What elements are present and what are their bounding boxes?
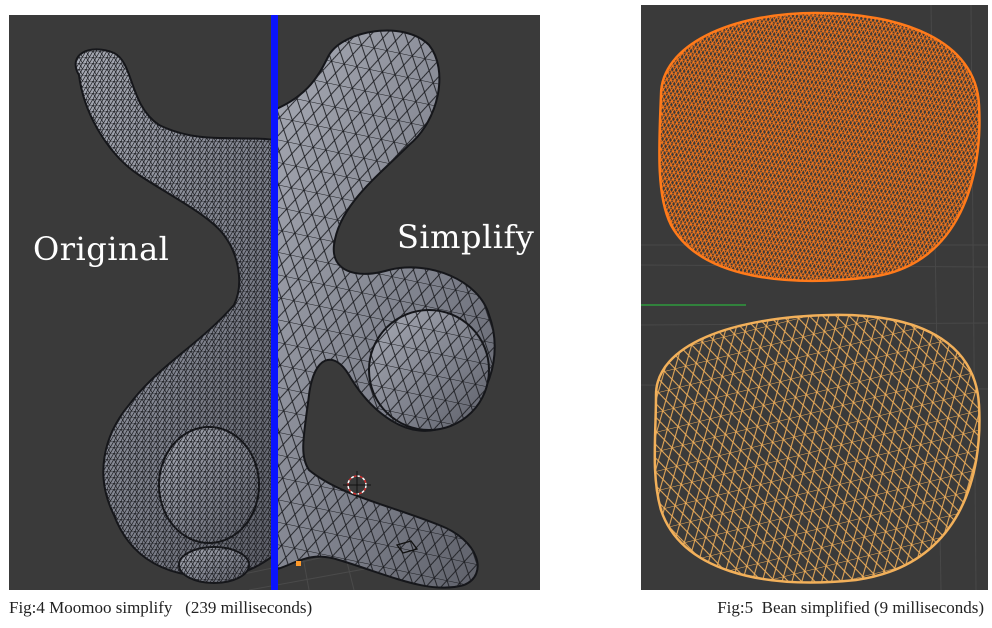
- caption-fig5: Fig:5 Bean simplified (9 milliseconds): [717, 598, 984, 617]
- caption-fig4: Fig:4 Moomoo simplify (239 milliseconds): [9, 598, 313, 617]
- bean-simplified-mesh: [653, 313, 981, 584]
- moomoo-mesh-render: [74, 15, 496, 590]
- bean-mesh-render: [641, 5, 988, 590]
- simplified-mesh: [274, 29, 496, 589]
- fig4-viewport: Original Simplify: [9, 15, 540, 590]
- 3d-cursor-icon: [343, 471, 371, 499]
- camera-icon: [395, 540, 419, 554]
- label-simplify: Simplify: [397, 218, 535, 256]
- origin-point-icon: [296, 561, 301, 566]
- split-divider: [271, 15, 278, 590]
- fig5-viewport: [641, 5, 988, 590]
- original-mesh: [74, 48, 274, 584]
- label-original: Original: [33, 230, 170, 268]
- bean-dense-mesh: [658, 11, 981, 283]
